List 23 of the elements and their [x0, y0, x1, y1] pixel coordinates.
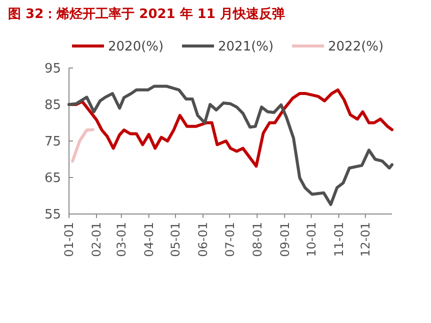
line-series	[71, 128, 94, 163]
x-tick-label: 02-01	[90, 222, 104, 257]
x-tick-label: 11-01	[332, 222, 346, 257]
y-tick-label: 85	[44, 98, 61, 114]
x-tick-label: 08-01	[250, 222, 264, 257]
x-tick-label: 09-01	[278, 222, 292, 257]
legend-label: 2021(%)	[218, 40, 274, 55]
legend-label: 2022(%)	[328, 40, 384, 55]
x-tick-label: 12-01	[358, 222, 373, 257]
line-series	[68, 84, 394, 206]
x-tick-label: 03-01	[114, 222, 129, 257]
legend-label: 2020(%)	[108, 40, 164, 55]
y-tick-label: 55	[44, 208, 61, 223]
x-tick-label: 10-01	[304, 222, 318, 257]
y-tick-label: 65	[44, 171, 61, 186]
chart-title: 图 32：烯烃开工率于 2021 年 11 月快速反弹	[8, 6, 285, 22]
y-tick-label: 75	[44, 134, 61, 150]
y-tick-label: 95	[44, 62, 61, 77]
x-tick-label: 06-01	[196, 222, 210, 257]
x-tick-label: 05-01	[168, 222, 183, 257]
x-tick-label: 07-01	[222, 222, 237, 257]
x-tick-label: 04-01	[142, 222, 156, 257]
x-tick-label: 01-01	[62, 222, 76, 257]
